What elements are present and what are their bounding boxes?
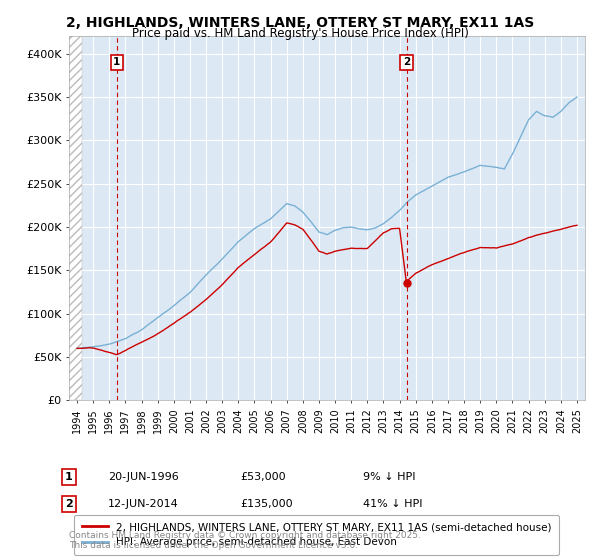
Text: £53,000: £53,000 xyxy=(240,472,286,482)
Text: 2, HIGHLANDS, WINTERS LANE, OTTERY ST MARY, EX11 1AS: 2, HIGHLANDS, WINTERS LANE, OTTERY ST MA… xyxy=(66,16,534,30)
Text: £135,000: £135,000 xyxy=(240,499,293,509)
Text: 20-JUN-1996: 20-JUN-1996 xyxy=(108,472,179,482)
Text: 2: 2 xyxy=(65,499,73,509)
Text: 2: 2 xyxy=(403,58,410,67)
Text: 41% ↓ HPI: 41% ↓ HPI xyxy=(363,499,422,509)
Text: 1: 1 xyxy=(65,472,73,482)
Text: 1: 1 xyxy=(113,58,121,67)
Text: Price paid vs. HM Land Registry's House Price Index (HPI): Price paid vs. HM Land Registry's House … xyxy=(131,27,469,40)
Legend: 2, HIGHLANDS, WINTERS LANE, OTTERY ST MARY, EX11 1AS (semi-detached house), HPI:: 2, HIGHLANDS, WINTERS LANE, OTTERY ST MA… xyxy=(74,515,559,554)
Text: Contains HM Land Registry data © Crown copyright and database right 2025.
This d: Contains HM Land Registry data © Crown c… xyxy=(69,530,421,550)
Text: 12-JUN-2014: 12-JUN-2014 xyxy=(108,499,179,509)
Text: 9% ↓ HPI: 9% ↓ HPI xyxy=(363,472,415,482)
